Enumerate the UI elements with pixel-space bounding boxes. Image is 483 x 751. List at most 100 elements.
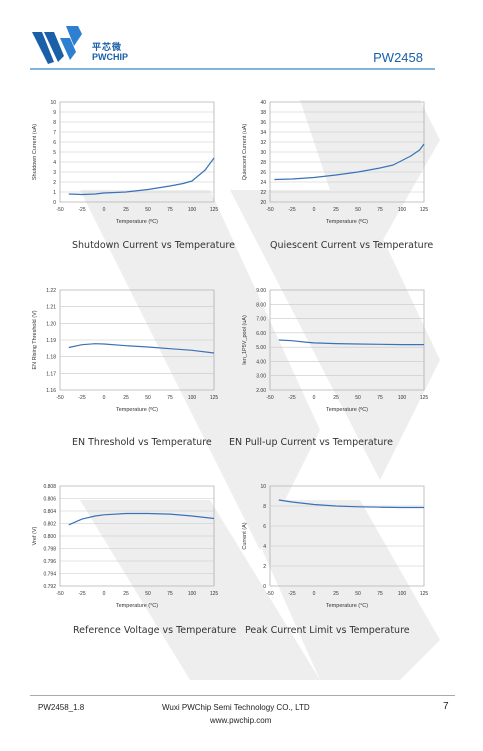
y-tick-label: 20 (260, 200, 266, 206)
y-axis-label: Current (A) (242, 522, 248, 549)
x-tick-label: 100 (188, 591, 197, 597)
y-axis-label: Quiescent Current (uA) (242, 124, 248, 181)
x-tick-label: 100 (398, 591, 407, 597)
x-tick-label: -25 (288, 207, 295, 213)
y-tick-label: 3.00 (256, 374, 266, 380)
x-tick-label: 0 (313, 591, 316, 597)
x-tick-label: -50 (56, 207, 63, 213)
y-tick-label: 38 (260, 110, 266, 116)
y-tick-label: 2 (53, 180, 56, 186)
x-axis-label: Temperature (ºC) (116, 218, 158, 225)
x-tick-label: 0 (103, 395, 106, 401)
x-tick-label: 25 (333, 207, 339, 213)
y-tick-label: 4 (263, 544, 266, 550)
y-tick-label: 1.20 (46, 321, 56, 327)
y-tick-label: 40 (260, 100, 266, 106)
plot-area (269, 485, 425, 587)
x-axis-label: Temperature (ºC) (116, 406, 158, 413)
x-tick-label: -50 (266, 591, 273, 597)
y-tick-label: 30 (260, 150, 266, 156)
brand-english-name: PWCHIP (92, 52, 128, 62)
chart-quiescent-current: 20 22 24 26 28 30 32 34 36 38 40 -50 -25 0 25 50 75 100 12… (242, 100, 428, 225)
y-tick-label: 0.792 (43, 584, 56, 590)
x-tick-label: 50 (145, 591, 151, 597)
x-tick-label: -25 (288, 395, 295, 401)
brand-chinese-name: 平芯微 (92, 43, 123, 53)
y-tick-label: 0.806 (43, 497, 56, 503)
y-tick-label: 1.18 (46, 355, 56, 361)
y-tick-label: 28 (260, 160, 266, 166)
plot-area (269, 289, 425, 391)
series-line (68, 343, 215, 354)
y-tick-label: 2.00 (256, 388, 266, 394)
header-divider (30, 68, 435, 70)
x-tick-label: 100 (188, 395, 197, 401)
y-tick-label: 0 (53, 200, 56, 206)
caption-en-pullup-current: EN Pull-up Current vs Temperature (229, 437, 393, 448)
x-tick-label: 25 (123, 591, 129, 597)
x-tick-label: 125 (210, 395, 219, 401)
x-tick-label: 50 (355, 207, 361, 213)
x-tick-label: 100 (398, 207, 407, 213)
x-axis-label: Temperature (ºC) (326, 218, 368, 225)
series-line (278, 339, 424, 346)
x-tick-label: 75 (377, 591, 383, 597)
x-axis-label: Temperature (°C) (326, 603, 368, 609)
y-tick-label: 0.800 (43, 534, 56, 540)
x-tick-label: 100 (398, 395, 407, 401)
caption-peak-current-limit: Peak Current Limit vs Temperature (245, 625, 410, 636)
y-tick-label: 1.19 (46, 338, 56, 344)
y-tick-label: 36 (260, 120, 266, 126)
series-line (274, 143, 425, 181)
y-tick-label: 1.21 (46, 305, 56, 311)
x-tick-label: 75 (377, 207, 383, 213)
x-tick-label: -50 (266, 395, 273, 401)
caption-en-threshold: EN Threshold vs Temperature (72, 437, 212, 448)
x-tick-label: -25 (78, 395, 85, 401)
y-tick-label: 7.00 (256, 317, 266, 323)
series-line (68, 157, 215, 196)
y-tick-label: 0.796 (43, 559, 56, 565)
part-number: PW2458 (373, 50, 423, 65)
y-tick-label: 22 (260, 190, 266, 196)
y-tick-label: 1.17 (46, 371, 56, 377)
caption-shutdown-current: Shutdown Current vs Temperature (72, 240, 235, 251)
y-tick-label: 0 (263, 584, 266, 590)
y-tick-label: 3 (53, 170, 56, 176)
y-tick-label: 0.808 (43, 484, 56, 490)
series-line (68, 512, 215, 526)
x-tick-label: -25 (78, 591, 85, 597)
y-tick-label: 6.00 (256, 331, 266, 337)
chart-en-threshold: 1.16 1.17 1.18 1.19 1.20 1.21 1.22 -50 -25 0 25 50 7… (32, 288, 219, 413)
y-tick-label: 5 (53, 150, 56, 156)
x-tick-label: 75 (167, 395, 173, 401)
x-tick-label: 75 (167, 207, 173, 213)
y-axis-label: EN Rising Threshold (V) (32, 310, 38, 369)
series-line (278, 499, 424, 509)
y-tick-label: 8.00 (256, 302, 266, 308)
y-tick-label: 0.794 (43, 572, 56, 578)
y-tick-label: 1.16 (46, 388, 56, 394)
chart-peak-current-limit: 0 2 4 6 8 10 -50 -25 0 25 50 75 100 125 Temperature (°… (242, 484, 428, 609)
y-axis-label: Shutdown Current (uA) (32, 124, 38, 180)
x-tick-label: 50 (355, 591, 361, 597)
x-tick-label: -50 (56, 591, 63, 597)
x-tick-label: 25 (333, 395, 339, 401)
pwchip-logo-icon (32, 26, 82, 64)
x-tick-label: 100 (188, 207, 197, 213)
y-axis-label: Ien_1P5V_pool (uA) (242, 315, 248, 365)
x-tick-label: -50 (266, 207, 273, 213)
x-tick-label: -50 (56, 395, 63, 401)
x-tick-label: 0 (313, 207, 316, 213)
y-tick-label: 0.804 (43, 509, 56, 515)
x-tick-label: 125 (210, 591, 219, 597)
y-tick-label: 10 (260, 484, 266, 490)
x-tick-label: 25 (333, 591, 339, 597)
footer-url: www.pwchip.com (210, 716, 272, 725)
x-tick-label: 0 (313, 395, 316, 401)
y-tick-label: 8 (263, 504, 266, 510)
x-tick-label: 0 (103, 591, 106, 597)
y-tick-label: 0.798 (43, 547, 56, 553)
y-tick-label: 9.00 (256, 288, 266, 294)
footer-company: Wuxi PWChip Semi Technology CO., LTD (162, 703, 310, 712)
